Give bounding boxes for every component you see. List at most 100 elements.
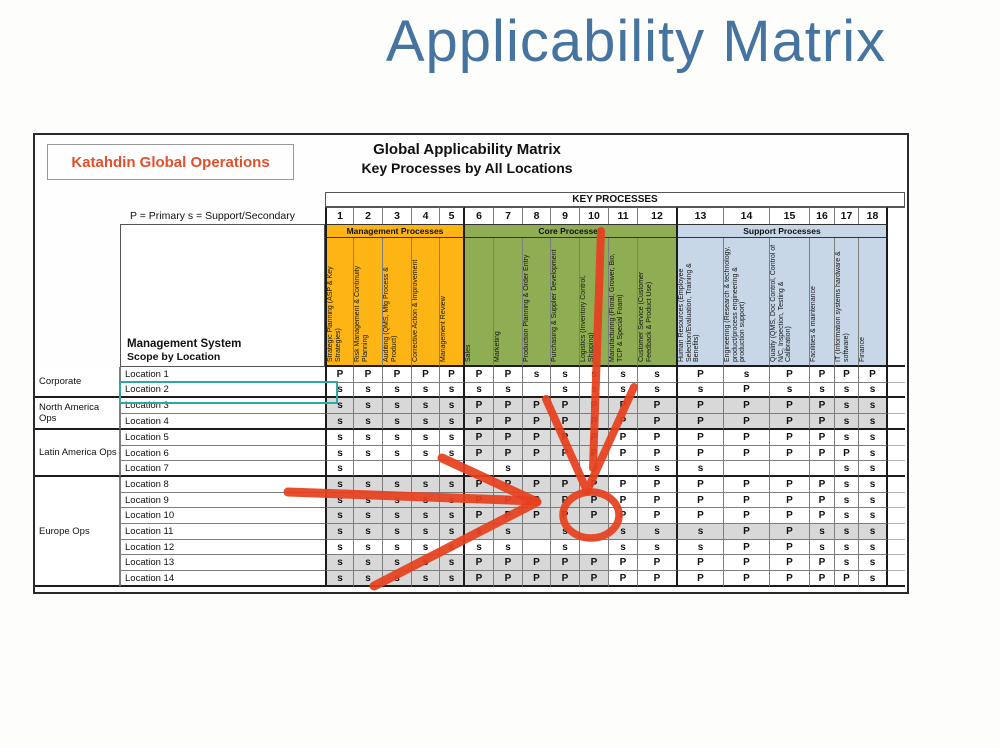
matrix-cell: s bbox=[551, 367, 580, 383]
matrix-cell: s bbox=[325, 430, 354, 446]
matrix-cell: P bbox=[678, 508, 724, 524]
matrix-cell: s bbox=[465, 524, 494, 540]
matrix-cell: s bbox=[859, 430, 888, 446]
process-band-header: Management Processes bbox=[325, 224, 465, 238]
matrix-cell bbox=[770, 461, 810, 477]
matrix-cell: P bbox=[465, 414, 494, 430]
matrix-cell: P bbox=[638, 398, 678, 414]
matrix-cell: s bbox=[835, 461, 859, 477]
column-header: Purchasing & Supplier Development bbox=[551, 238, 580, 367]
matrix-cell: P bbox=[724, 398, 770, 414]
matrix-cell bbox=[724, 461, 770, 477]
matrix-cell: P bbox=[412, 367, 440, 383]
column-header: Quality (QMS, Doc Control, Control of N/… bbox=[770, 238, 810, 367]
matrix-cell: P bbox=[580, 493, 609, 508]
matrix-cell: s bbox=[412, 398, 440, 414]
row-label: Location 6 bbox=[120, 446, 325, 461]
matrix-cell: P bbox=[551, 493, 580, 508]
column-header-title: Purchasing & Supplier Development bbox=[551, 249, 558, 362]
column-header-title: Management Review bbox=[440, 296, 447, 362]
matrix-cell: s bbox=[638, 367, 678, 383]
matrix-cell: s bbox=[325, 493, 354, 508]
column-number: 9 bbox=[551, 207, 580, 224]
row-label: Location 4 bbox=[120, 414, 325, 430]
org-name-box: Katahdin Global Operations bbox=[47, 144, 294, 180]
column-header: Marketing bbox=[494, 238, 523, 367]
grid-strip bbox=[888, 383, 905, 398]
matrix-cell: s bbox=[523, 367, 551, 383]
matrix-cell: P bbox=[523, 493, 551, 508]
matrix-cell bbox=[580, 461, 609, 477]
row-label: Location 11 bbox=[120, 524, 325, 540]
legend-text: P = Primary s = Support/Secondary bbox=[130, 209, 295, 222]
scope-box: Management System Scope by Location bbox=[120, 224, 325, 367]
matrix-cell: s bbox=[859, 446, 888, 461]
matrix-cell: P bbox=[724, 446, 770, 461]
matrix-cell bbox=[609, 461, 638, 477]
matrix-cell: P bbox=[810, 508, 835, 524]
matrix-cell: P bbox=[724, 493, 770, 508]
matrix-cell: s bbox=[412, 383, 440, 398]
grid-strip bbox=[888, 571, 905, 587]
matrix-cell: s bbox=[835, 414, 859, 430]
matrix-cell bbox=[440, 461, 465, 477]
matrix-cell: P bbox=[494, 446, 523, 461]
column-header-title: Sales bbox=[465, 344, 472, 362]
matrix-cell: P bbox=[465, 508, 494, 524]
matrix-cell: P bbox=[523, 414, 551, 430]
matrix-cell: P bbox=[724, 430, 770, 446]
matrix-cell: s bbox=[835, 477, 859, 493]
matrix-cell: P bbox=[580, 477, 609, 493]
grid-strip bbox=[888, 367, 905, 383]
matrix-cell: s bbox=[325, 446, 354, 461]
column-header-title: Logistics (Inventory Control, Shipping) bbox=[580, 275, 595, 362]
matrix-cell: s bbox=[494, 540, 523, 555]
matrix-cell bbox=[523, 461, 551, 477]
matrix-cell: P bbox=[835, 571, 859, 587]
grid-strip bbox=[888, 446, 905, 461]
matrix-cell: P bbox=[494, 508, 523, 524]
matrix-cell: s bbox=[494, 383, 523, 398]
matrix-cell: P bbox=[551, 414, 580, 430]
matrix-cell: P bbox=[770, 367, 810, 383]
header-strip bbox=[888, 207, 905, 224]
matrix-cell: s bbox=[383, 571, 412, 587]
matrix-cell: P bbox=[678, 367, 724, 383]
key-processes-header: KEY PROCESSES bbox=[325, 192, 905, 207]
matrix-cell: P bbox=[724, 555, 770, 571]
matrix-cell: s bbox=[354, 398, 383, 414]
matrix-cell: s bbox=[440, 555, 465, 571]
matrix-cell: s bbox=[325, 508, 354, 524]
matrix-cell: s bbox=[551, 383, 580, 398]
matrix-cell: P bbox=[551, 571, 580, 587]
matrix-cell: s bbox=[383, 383, 412, 398]
matrix-cell: P bbox=[810, 493, 835, 508]
column-header: Engineering (Research & technology, prod… bbox=[724, 238, 770, 367]
grid-strip bbox=[888, 493, 905, 508]
heading-line1: Global Applicability Matrix bbox=[373, 141, 561, 158]
column-header-title: Auditing (QMS, Mfg Process & Product) bbox=[383, 267, 398, 362]
matrix-cell: s bbox=[609, 383, 638, 398]
matrix-cell: P bbox=[523, 446, 551, 461]
column-header: Manufacturing (Floral, Grower, Bio, TCP … bbox=[609, 238, 638, 367]
selection-highlight bbox=[119, 381, 338, 404]
matrix-cell: s bbox=[325, 524, 354, 540]
matrix-cell: P bbox=[678, 477, 724, 493]
matrix-cell: P bbox=[465, 430, 494, 446]
matrix-cell: P bbox=[551, 398, 580, 414]
matrix-cell: s bbox=[859, 571, 888, 587]
matrix-cell: P bbox=[551, 555, 580, 571]
matrix-cell: P bbox=[770, 477, 810, 493]
matrix-cell: s bbox=[440, 398, 465, 414]
matrix-cell: P bbox=[580, 571, 609, 587]
matrix-cell: s bbox=[383, 430, 412, 446]
matrix-cell: s bbox=[383, 540, 412, 555]
matrix-cell: s bbox=[412, 540, 440, 555]
matrix-cell: P bbox=[609, 430, 638, 446]
matrix-cell: P bbox=[325, 367, 354, 383]
matrix-cell: s bbox=[551, 524, 580, 540]
matrix-cell: s bbox=[325, 571, 354, 587]
matrix-cell: s bbox=[638, 461, 678, 477]
grid-strip bbox=[888, 540, 905, 555]
matrix-cell: P bbox=[678, 446, 724, 461]
